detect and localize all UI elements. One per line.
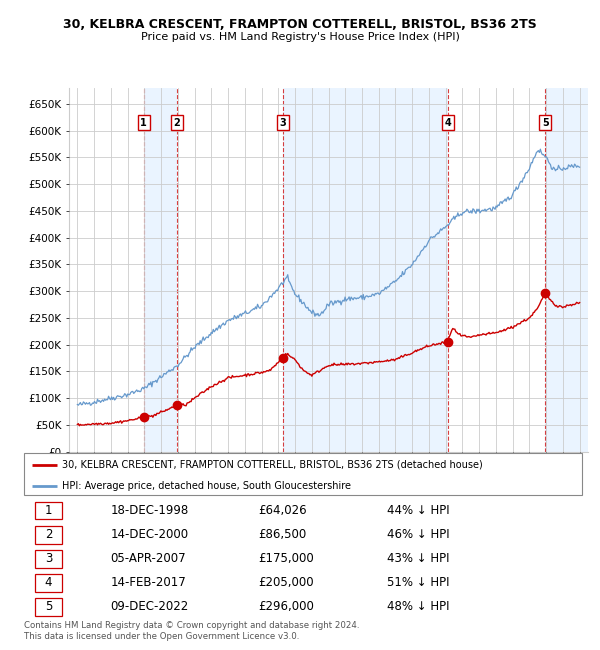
Text: 5: 5 [45,601,52,614]
Text: 46% ↓ HPI: 46% ↓ HPI [387,528,449,541]
Text: £205,000: £205,000 [259,577,314,589]
Text: £175,000: £175,000 [259,552,314,566]
Text: 1: 1 [45,504,52,517]
Text: 09-DEC-2022: 09-DEC-2022 [110,601,189,614]
Text: 14-FEB-2017: 14-FEB-2017 [110,577,186,589]
FancyBboxPatch shape [35,574,62,592]
FancyBboxPatch shape [35,550,62,567]
Text: 3: 3 [279,118,286,127]
Text: 18-DEC-1998: 18-DEC-1998 [110,504,189,517]
Text: 5: 5 [542,118,548,127]
Text: 48% ↓ HPI: 48% ↓ HPI [387,601,449,614]
Text: 4: 4 [45,577,52,589]
Text: £296,000: £296,000 [259,601,314,614]
Text: £64,026: £64,026 [259,504,307,517]
FancyBboxPatch shape [35,598,62,616]
FancyBboxPatch shape [35,502,62,519]
Text: 43% ↓ HPI: 43% ↓ HPI [387,552,449,566]
Text: 30, KELBRA CRESCENT, FRAMPTON COTTERELL, BRISTOL, BS36 2TS (detached house): 30, KELBRA CRESCENT, FRAMPTON COTTERELL,… [62,460,482,470]
Text: 51% ↓ HPI: 51% ↓ HPI [387,577,449,589]
Text: 44% ↓ HPI: 44% ↓ HPI [387,504,449,517]
Text: 05-APR-2007: 05-APR-2007 [110,552,186,566]
Bar [545,88,588,452]
Text: 3: 3 [45,552,52,566]
Text: Price paid vs. HM Land Registry's House Price Index (HPI): Price paid vs. HM Land Registry's House … [140,32,460,42]
Text: 1: 1 [140,118,147,127]
Text: 2: 2 [173,118,181,127]
Text: HPI: Average price, detached house, South Gloucestershire: HPI: Average price, detached house, Sout… [62,481,351,491]
Bar [143,88,177,452]
Text: 2: 2 [45,528,52,541]
Text: 14-DEC-2000: 14-DEC-2000 [110,528,188,541]
FancyBboxPatch shape [35,526,62,543]
Bar [283,88,448,452]
FancyBboxPatch shape [24,453,582,495]
Text: 30, KELBRA CRESCENT, FRAMPTON COTTERELL, BRISTOL, BS36 2TS: 30, KELBRA CRESCENT, FRAMPTON COTTERELL,… [63,18,537,31]
Text: £86,500: £86,500 [259,528,307,541]
Text: Contains HM Land Registry data © Crown copyright and database right 2024.
This d: Contains HM Land Registry data © Crown c… [24,621,359,641]
Text: 4: 4 [445,118,451,127]
